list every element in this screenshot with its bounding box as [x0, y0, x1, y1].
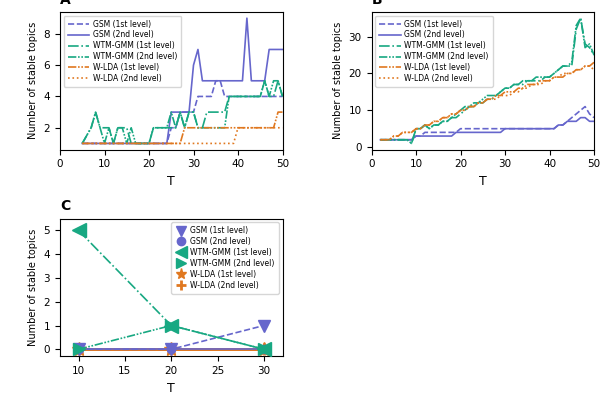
Text: B: B — [371, 0, 382, 7]
X-axis label: T: T — [167, 175, 175, 188]
Y-axis label: Number of stable topics: Number of stable topics — [333, 22, 343, 139]
Legend: GSM (1st level), GSM (2nd level), WTM-GMM (1st level), WTM-GMM (2nd level), W-LD: GSM (1st level), GSM (2nd level), WTM-GM… — [172, 223, 278, 293]
X-axis label: T: T — [167, 382, 175, 395]
Text: A: A — [60, 0, 71, 7]
Text: C: C — [60, 199, 70, 213]
Legend: GSM (1st level), GSM (2nd level), WTM-GMM (1st level), WTM-GMM (2nd level), W-LD: GSM (1st level), GSM (2nd level), WTM-GM… — [376, 16, 493, 87]
X-axis label: T: T — [479, 175, 487, 188]
Legend: GSM (1st level), GSM (2nd level), WTM-GMM (1st level), WTM-GMM (2nd level), W-LD: GSM (1st level), GSM (2nd level), WTM-GM… — [64, 16, 181, 87]
Y-axis label: Number of stable topics: Number of stable topics — [28, 229, 38, 346]
Y-axis label: Number of stable topics: Number of stable topics — [28, 22, 38, 139]
